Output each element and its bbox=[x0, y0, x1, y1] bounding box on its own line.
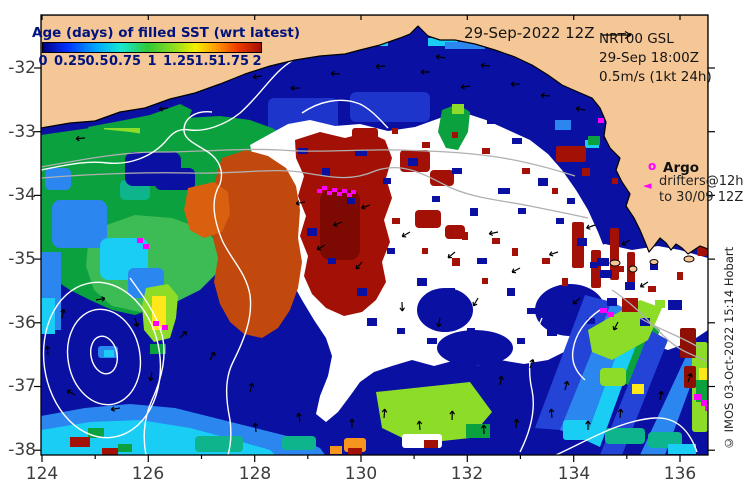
front-contours bbox=[41, 148, 708, 363]
y-axis-tick-label: -38 bbox=[8, 440, 36, 460]
colorbar-tick-label: 0.75 bbox=[108, 54, 142, 69]
argo-legend-detail: drifters@12h bbox=[659, 174, 744, 189]
ssh-contours bbox=[41, 48, 698, 455]
x-axis-tick-label: 132 bbox=[450, 464, 484, 484]
colorbar-tick-label: 0 bbox=[38, 54, 48, 69]
x-axis-tick-label: 130 bbox=[344, 464, 378, 484]
y-axis-tick-label: -32 bbox=[8, 58, 36, 78]
plot-border bbox=[40, 14, 709, 456]
colorbar-tick-label: 1 bbox=[147, 54, 157, 69]
x-axis-tick-label: 126 bbox=[131, 464, 165, 484]
axis-ticks bbox=[34, 15, 715, 462]
vector-scale-label: 0.5m/s (1kt 24h) bbox=[599, 69, 712, 85]
x-axis-tick-label: 136 bbox=[663, 464, 697, 484]
x-axis-tick-label: 128 bbox=[238, 464, 272, 484]
land bbox=[41, 15, 708, 255]
drifter-markers bbox=[137, 118, 708, 411]
colorbar-title: Age (days) of filled SST (wrt latest) bbox=[32, 25, 301, 41]
argo-legend-title: Argo bbox=[663, 160, 700, 176]
y-axis-tick-label: -34 bbox=[8, 185, 36, 205]
colorbar-tick-label: 1.25 bbox=[162, 54, 196, 69]
y-axis-tick-label: -35 bbox=[8, 249, 36, 269]
colorbar-tick-label: 0.5 bbox=[85, 54, 109, 69]
y-axis-tick-label: -33 bbox=[8, 122, 36, 142]
model-valid-time: 29-Sep 18:00Z bbox=[599, 50, 699, 66]
colorbar-gradient bbox=[42, 42, 262, 53]
argo-legend-until: to 30/09 12Z bbox=[659, 190, 744, 205]
x-axis-tick-label: 134 bbox=[557, 464, 591, 484]
x-axis-tick-label: 124 bbox=[25, 464, 59, 484]
argo-marker-icon: o bbox=[648, 159, 657, 173]
colorbar-tick-label: 2 bbox=[252, 54, 262, 69]
islands bbox=[609, 255, 695, 273]
colorbar-tick-label: 1.75 bbox=[216, 54, 250, 69]
y-axis-tick-label: -37 bbox=[8, 376, 36, 396]
analysis-date-label: 29-Sep-2022 12Z bbox=[464, 24, 595, 42]
colorbar-tick-label: 0.25 bbox=[53, 54, 87, 69]
imos-credit: © IMOS 03-Oct-2022 15:14 Hobart bbox=[722, 246, 736, 450]
drifter-arrow-icon: ◄ bbox=[643, 179, 652, 192]
model-info-block: NRT00 GSL 29-Sep 18:00Z 0.5m/s (1kt 24h) bbox=[599, 30, 712, 87]
colorbar-tick-label: 1.5 bbox=[194, 54, 218, 69]
current-scale-arrow-icon bbox=[603, 30, 632, 40]
y-axis-tick-label: -36 bbox=[8, 313, 36, 333]
